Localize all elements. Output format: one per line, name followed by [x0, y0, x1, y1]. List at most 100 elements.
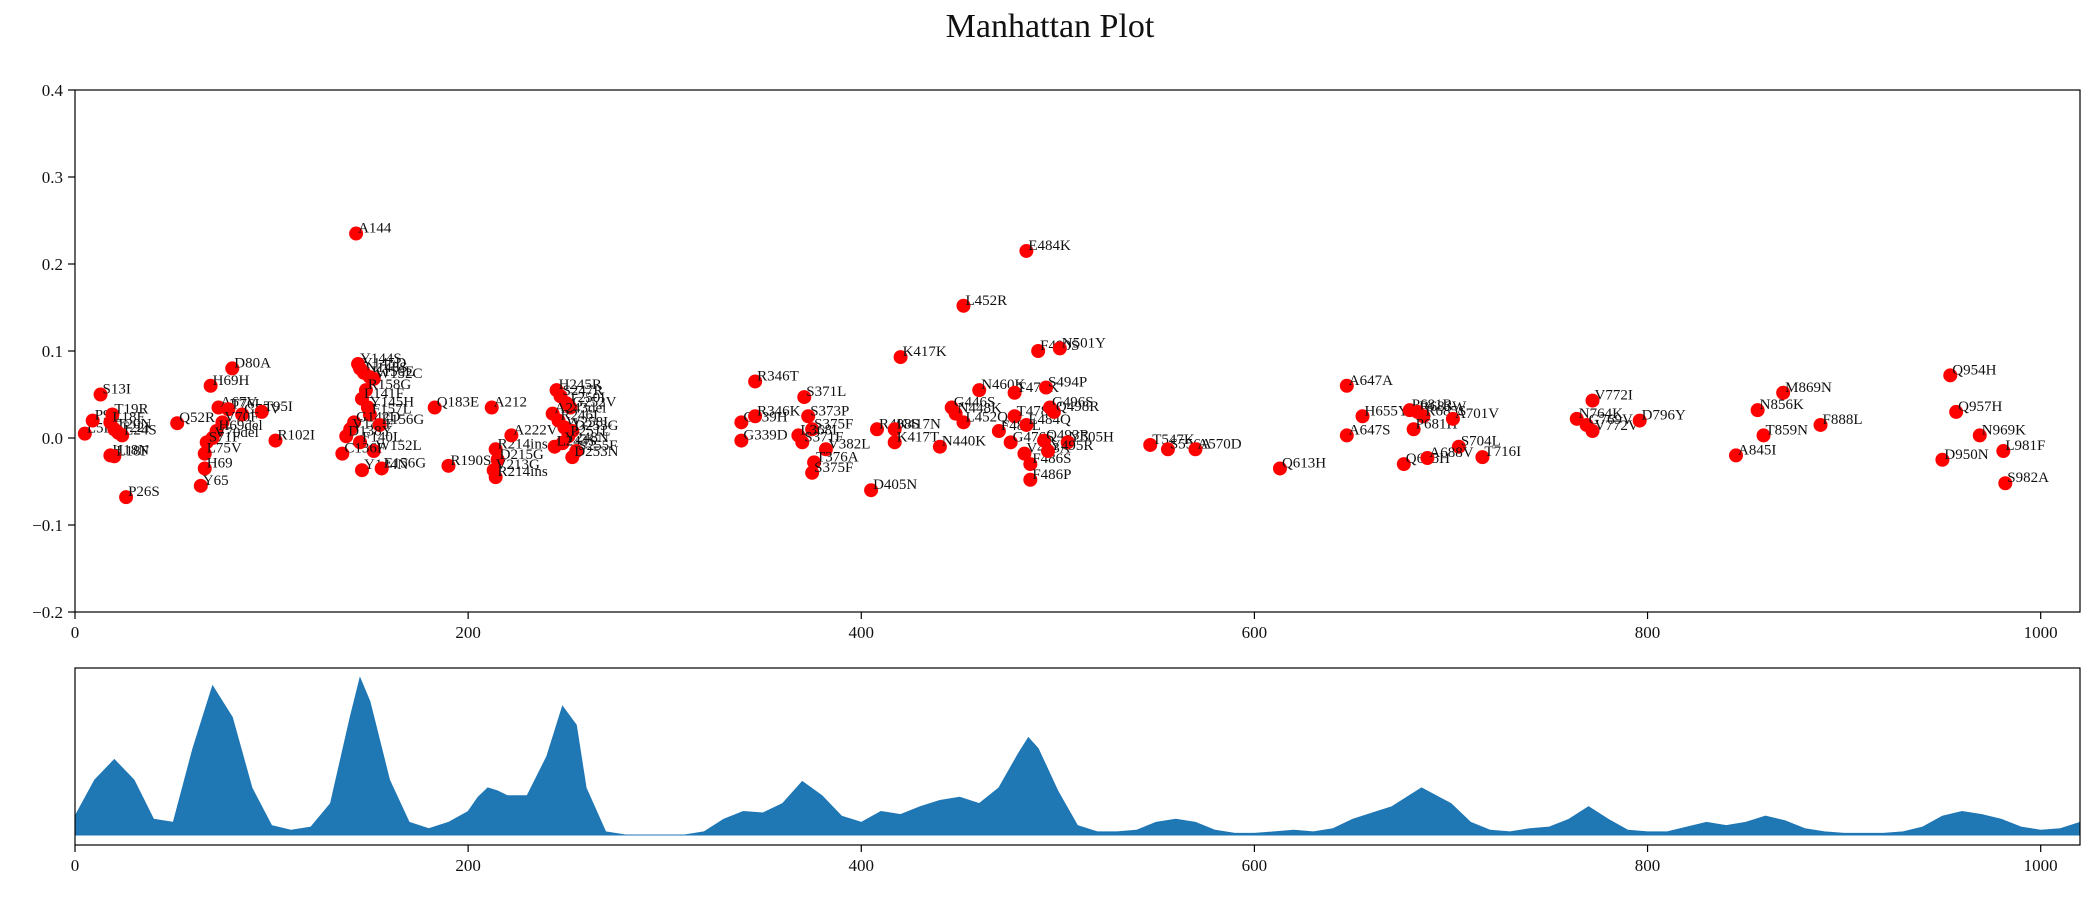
data-point [1143, 437, 1158, 452]
point-label: C136F [344, 441, 385, 457]
data-point [353, 435, 368, 450]
data-point [335, 446, 350, 461]
point-label: N764K [1579, 406, 1623, 422]
point-label: T19R [114, 402, 148, 418]
data-point [932, 439, 947, 454]
point-label: Y248N [564, 430, 608, 446]
point-label: L75V [207, 441, 242, 457]
data-point [488, 442, 503, 457]
point-label: N440K [942, 434, 986, 450]
point-label: R190S [450, 453, 491, 469]
point-label: H655Y [1365, 403, 1409, 419]
x-tick-label: 800 [1635, 623, 1661, 642]
point-label: T250I [568, 390, 605, 406]
data-point [864, 483, 879, 498]
data-point [1935, 452, 1950, 467]
point-label: G769V [1589, 412, 1633, 428]
point-label: G142D [356, 409, 400, 425]
point-label: T376A [816, 449, 859, 465]
point-label: G252V [572, 395, 616, 411]
point-label: R102I [278, 428, 316, 444]
point-label: R346T [757, 368, 799, 384]
point-label: K417N [897, 416, 941, 432]
point-label: H69del [219, 418, 263, 434]
data-point [1023, 472, 1038, 487]
data-point [1003, 435, 1018, 450]
point-label: L141F [364, 386, 404, 402]
data-point [1943, 368, 1958, 383]
data-point [119, 490, 134, 505]
data-point [372, 417, 387, 432]
point-label: A243del [555, 401, 607, 417]
data-point [235, 407, 250, 422]
y-tick-label: 0.4 [42, 81, 64, 100]
data-point [1272, 461, 1287, 476]
x-tick-label: 800 [1635, 856, 1661, 875]
point-label: L452R [965, 293, 1007, 309]
point-label: S704L [1461, 434, 1501, 450]
point-label: Q498R [1056, 399, 1099, 415]
point-label: S371F [804, 429, 843, 445]
point-label: P251L [570, 423, 610, 439]
data-point [956, 298, 971, 313]
data-point [362, 407, 377, 422]
y-tick-label: 0.0 [42, 429, 63, 448]
point-label: R158G [368, 377, 412, 393]
point-label: R214ins [498, 464, 548, 480]
data-point [748, 374, 763, 389]
point-label: A688V [1429, 445, 1473, 461]
data-point [107, 449, 122, 464]
point-label: Y145H [370, 395, 414, 411]
point-label: A570D [1197, 436, 1241, 452]
point-label: L452Q [965, 409, 1008, 425]
point-label: G496S [1052, 395, 1094, 411]
data-point [1776, 385, 1791, 400]
point-label: D138Y [348, 423, 392, 439]
point-label: N856K [1760, 397, 1804, 413]
data-point [199, 435, 214, 450]
point-label: D405N [873, 477, 917, 493]
data-point [1996, 444, 2011, 459]
point-label: F888L [1823, 412, 1863, 428]
data-point [441, 458, 456, 473]
point-label: S371L [806, 384, 846, 400]
point-label: Y495R [1050, 438, 1093, 454]
point-label: L18F [116, 443, 149, 459]
data-point [805, 465, 820, 480]
data-point [1632, 413, 1647, 428]
data-point [1998, 476, 2013, 491]
data-point [1007, 385, 1022, 400]
point-label: A144 [358, 221, 392, 237]
data-point [488, 470, 503, 485]
point-label: V382L [828, 436, 871, 452]
data-point [818, 442, 833, 457]
data-point [805, 422, 820, 437]
data-point [1972, 428, 1987, 443]
point-label: H69 [207, 455, 233, 471]
point-label: A647S [1349, 422, 1391, 438]
data-point [734, 415, 749, 430]
point-label: Y144S [360, 351, 402, 367]
point-label: D253N [574, 444, 618, 460]
point-label: S494P [1048, 375, 1087, 391]
point-label: N501Y [1062, 335, 1106, 351]
point-label: R246I [561, 408, 599, 424]
data-point [1750, 403, 1765, 418]
point-label: A222V [513, 422, 557, 438]
point-label: Q613H [1282, 455, 1326, 471]
point-label: W258L [566, 415, 612, 431]
data-point [1813, 417, 1828, 432]
point-label: F157L [372, 402, 412, 418]
data-point [547, 439, 562, 454]
point-label: V772V [1595, 418, 1639, 434]
data-point [1729, 448, 1744, 463]
data-point [374, 461, 389, 476]
data-point [221, 402, 236, 417]
density-plot-frame [74, 667, 2081, 846]
point-label: G339D [743, 428, 787, 444]
point-label: V70del [215, 425, 259, 441]
point-label: E156G [384, 455, 427, 471]
y-tick-label: 0.1 [42, 342, 63, 361]
point-label: H245R [559, 377, 602, 393]
data-point [795, 435, 810, 450]
